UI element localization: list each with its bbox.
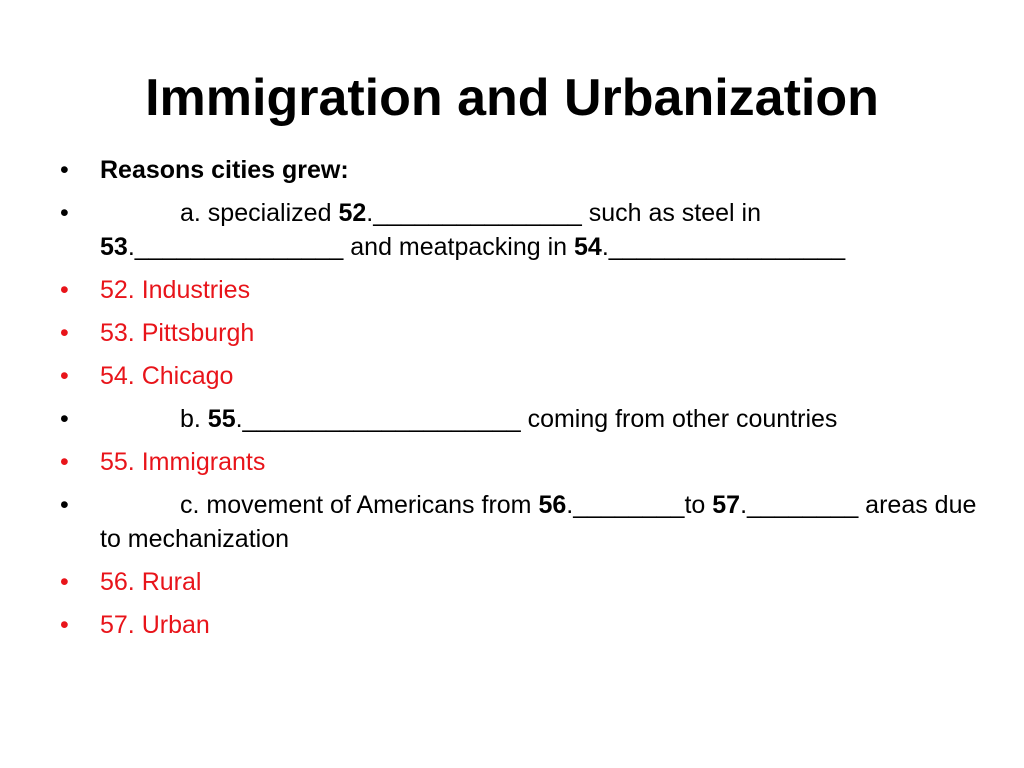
blank-number-57: 57 bbox=[712, 491, 741, 519]
item-b-text-2: .____________________ coming from other … bbox=[235, 405, 838, 433]
bullet-item-b: b. 55.____________________ coming from o… bbox=[60, 402, 980, 436]
blank-number-54: 54 bbox=[574, 233, 602, 261]
item-c-text-3: .________ areas due to mechanization bbox=[100, 491, 977, 553]
item-a-text-4: ._________________ bbox=[601, 233, 846, 261]
answer-55: 55. Immigrants bbox=[60, 445, 980, 479]
blank-number-56: 56 bbox=[538, 491, 567, 519]
bullet-item-c: c. movement of Americans from 56._______… bbox=[60, 488, 980, 556]
item-a-text-3: ._______________ and meatpacking in bbox=[127, 233, 575, 261]
answer-56: 56. Rural bbox=[60, 565, 980, 599]
item-a-text-1: a. specialized bbox=[180, 199, 339, 227]
answer-53: 53. Pittsburgh bbox=[60, 316, 980, 350]
item-c-text-1: c. movement of Americans from bbox=[180, 491, 539, 519]
bullet-item-a: a. specialized 52._______________ such a… bbox=[60, 196, 980, 264]
answer-54: 54. Chicago bbox=[60, 359, 980, 393]
answer-52: 52. Industries bbox=[60, 273, 980, 307]
heading-text: Reasons cities grew: bbox=[100, 156, 349, 184]
item-c-text-2: .________to bbox=[566, 491, 713, 519]
item-a-text-2: ._______________ such as steel in bbox=[366, 199, 762, 227]
slide-title: Immigration and Urbanization bbox=[145, 69, 879, 127]
bullet-list: Reasons cities grew: a. specialized 52._… bbox=[60, 153, 980, 651]
blank-number-55: 55 bbox=[207, 405, 236, 433]
item-b-text-1: b. bbox=[180, 405, 208, 433]
blank-number-52: 52 bbox=[338, 199, 367, 227]
answer-57: 57. Urban bbox=[60, 608, 980, 642]
bullet-heading: Reasons cities grew: bbox=[60, 153, 980, 187]
blank-number-53: 53 bbox=[100, 233, 128, 261]
